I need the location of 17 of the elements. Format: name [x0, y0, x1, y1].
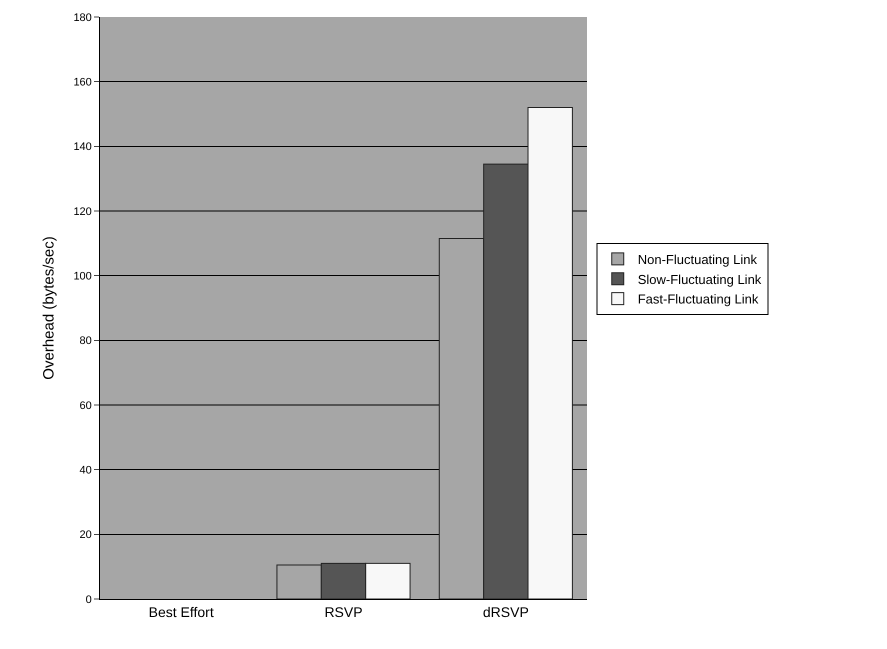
y-tick-label: 140 [73, 141, 92, 154]
y-tick-label: 40 [80, 464, 92, 477]
x-tick-label: Best Effort [148, 604, 214, 620]
y-tick-label: 80 [80, 335, 92, 348]
x-tick-label: RSVP [324, 604, 363, 620]
y-axis-title: Overhead (bytes/sec) [40, 236, 58, 380]
y-tick-label: 60 [80, 400, 92, 412]
y-tick-label: 20 [80, 529, 92, 542]
y-tick-label: 100 [73, 270, 92, 283]
x-tick-label: dRSVP [482, 604, 529, 620]
y-tick-label: 180 [73, 12, 92, 24]
legend-label: Non-Fluctuating Link [638, 252, 758, 267]
y-tick-label: 160 [73, 76, 92, 89]
legend-label: Slow-Fluctuating Link [638, 272, 762, 287]
legend-label: Fast-Fluctuating Link [638, 292, 759, 307]
y-tick-label: 0 [86, 594, 92, 606]
y-tick-label: 120 [73, 206, 92, 218]
